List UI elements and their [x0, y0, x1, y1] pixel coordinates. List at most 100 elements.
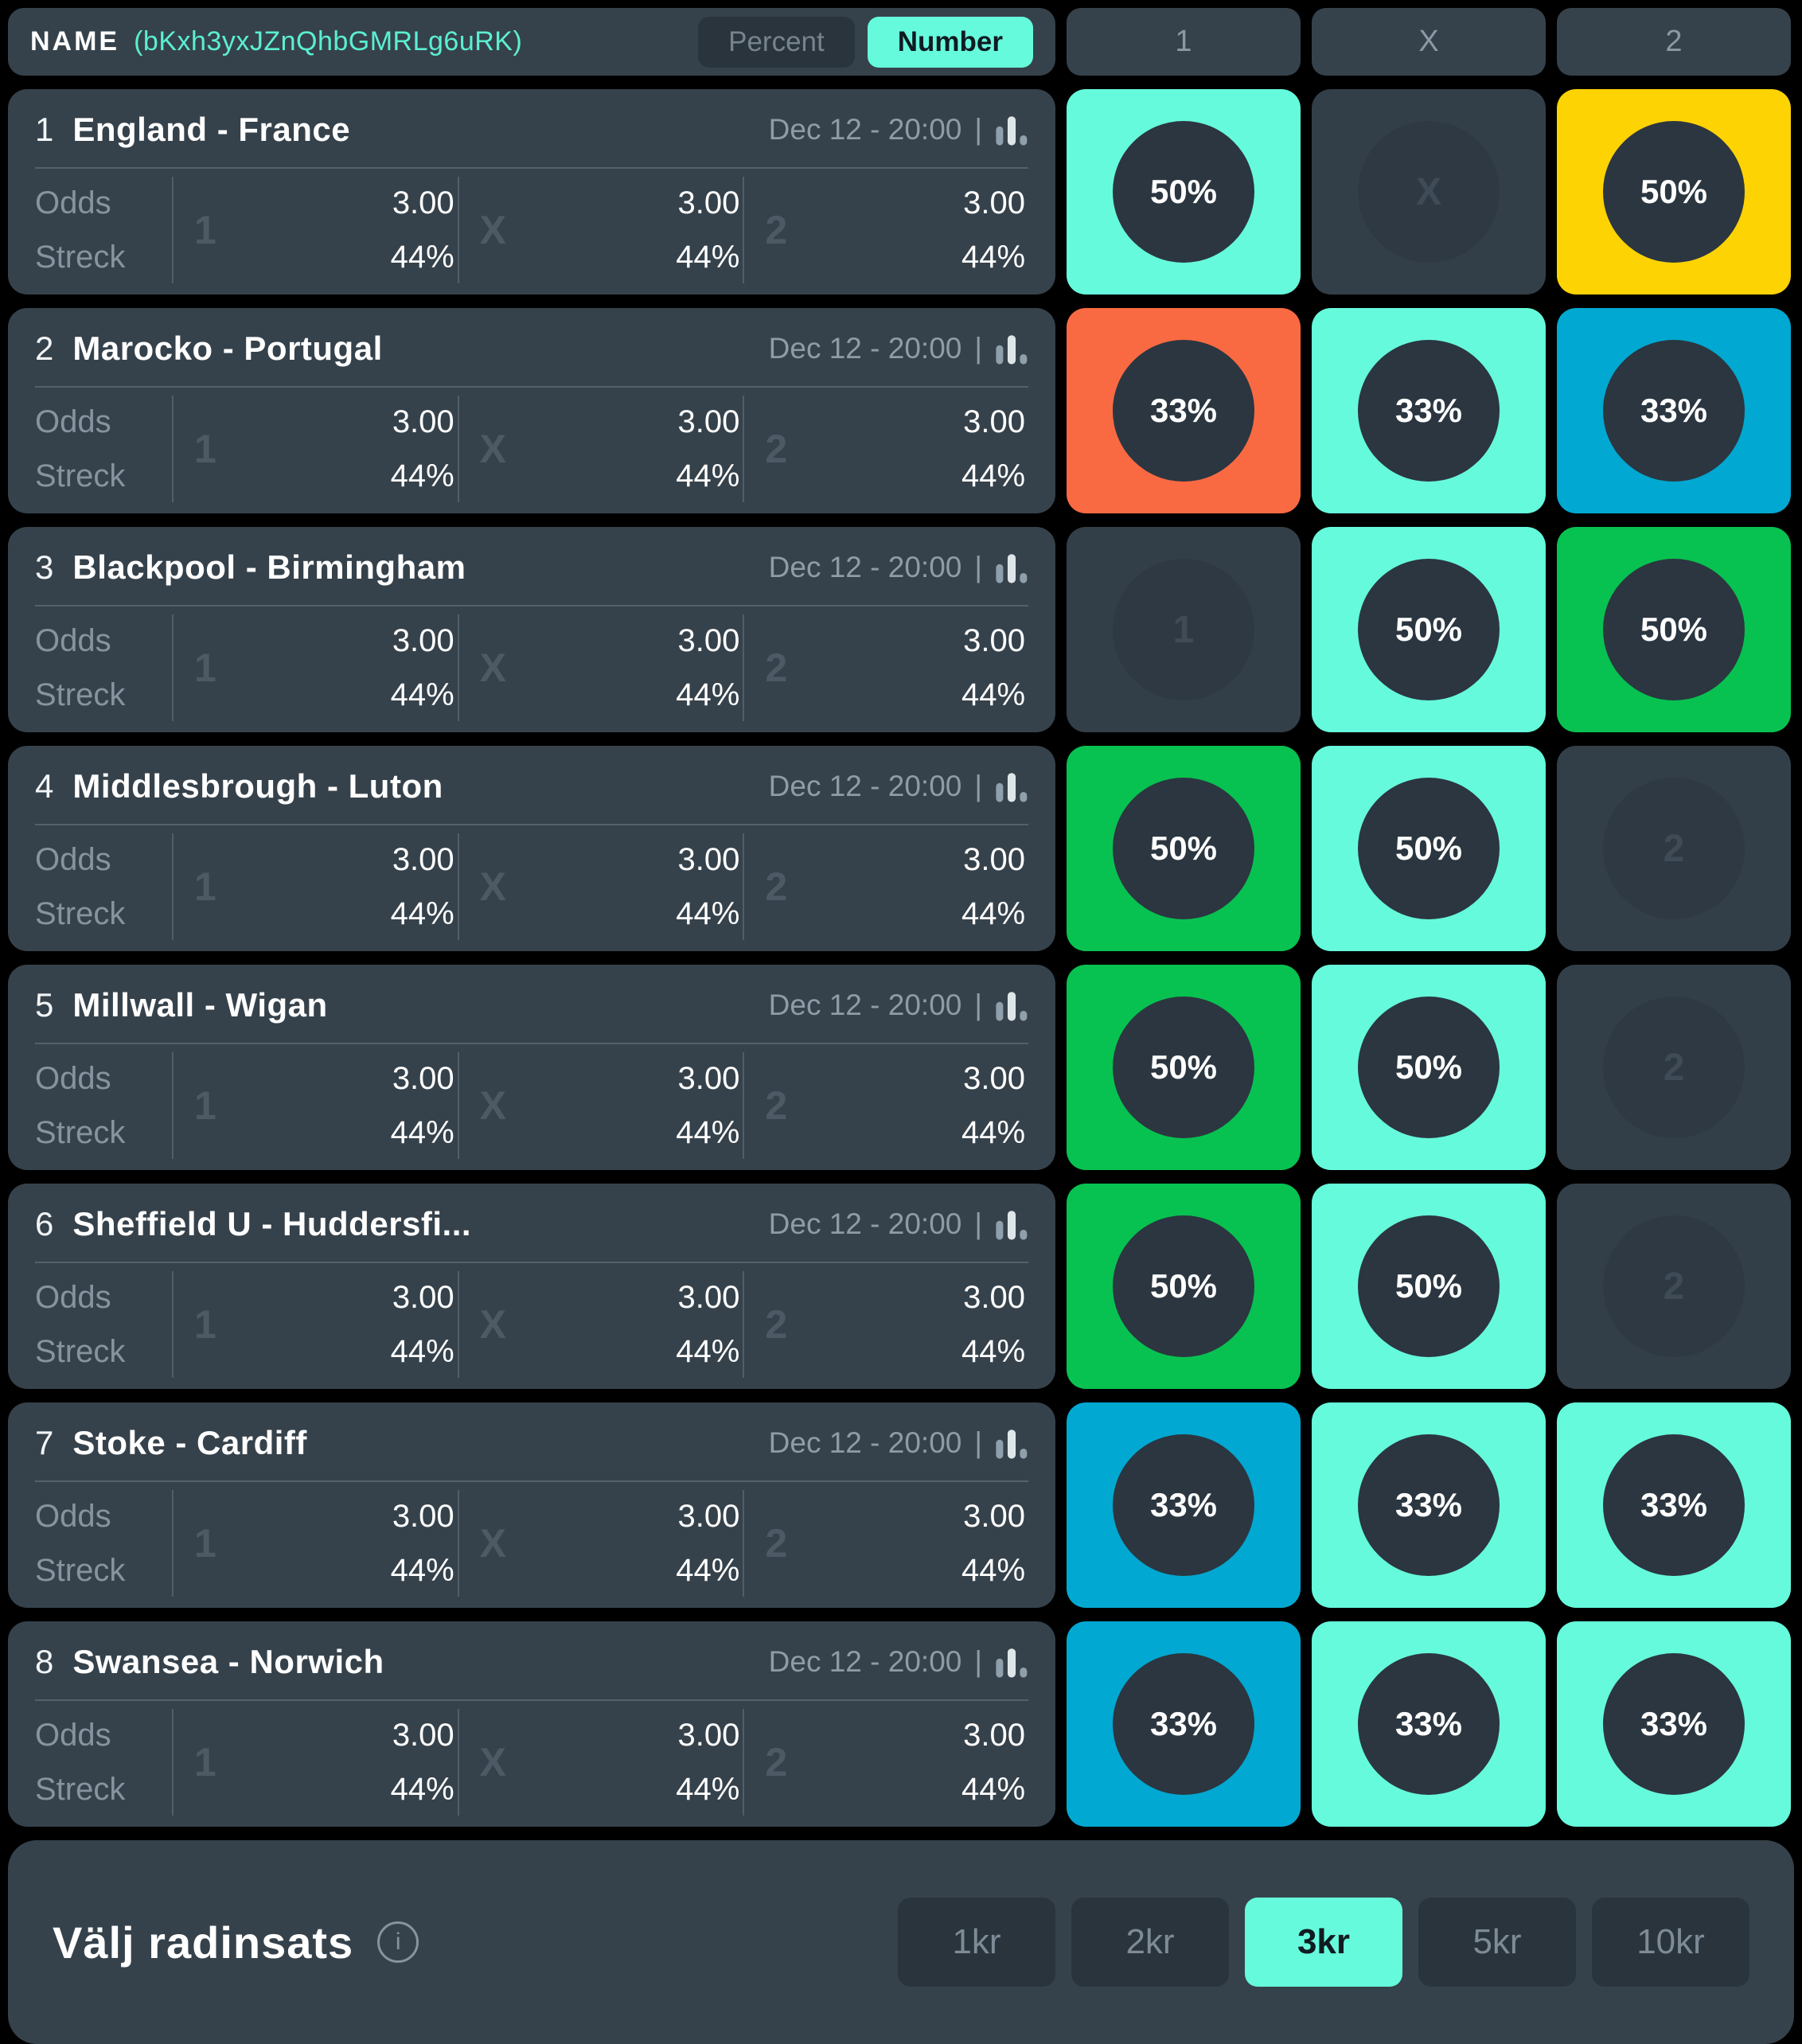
outcome-odds: 3.00 — [392, 404, 454, 439]
stats-bar-chart-icon[interactable] — [995, 1645, 1028, 1679]
stats-bar-chart-icon[interactable] — [995, 551, 1028, 584]
stats-bar-chart-icon[interactable] — [995, 770, 1028, 803]
coupon-name-label: NAME — [30, 26, 120, 57]
selection-cell[interactable]: 33% — [1312, 1621, 1546, 1827]
match-number: 2 — [35, 330, 54, 367]
selection-value: 33% — [1394, 1486, 1463, 1523]
odds-row-labels: Odds Streck — [35, 1273, 172, 1376]
odds-row-label: Odds — [35, 623, 111, 658]
selection-cell[interactable]: 50% — [1067, 1184, 1301, 1389]
selection-cell[interactable]: 33% — [1557, 1621, 1791, 1827]
column-header-1[interactable]: 1 — [1067, 8, 1301, 76]
selection-value: 2 — [1663, 827, 1685, 870]
odds-area: Odds Streck 1 3.00 44% X 3.00 44% 2 — [35, 1044, 1028, 1170]
outcome-streck: 44% — [390, 1334, 454, 1369]
selection-cell[interactable]: 50% — [1067, 965, 1301, 1170]
match-card: 5 Millwall - Wigan Dec 12 - 20:00 | Odds… — [8, 965, 1055, 1170]
selection-cell[interactable]: 50% — [1557, 89, 1791, 295]
match-number: 6 — [35, 1205, 54, 1242]
datetime-separator: | — [974, 770, 982, 802]
match-meta: Dec 12 - 20:00 | — [769, 1645, 1028, 1679]
odds-row-label: Odds — [35, 1280, 111, 1315]
match-number: 3 — [35, 548, 54, 586]
match-meta: Dec 12 - 20:00 | — [769, 989, 1028, 1022]
match-title-row: 3 Blackpool - Birmingham Dec 12 - 20:00 … — [35, 530, 1028, 605]
match-title-row: 4 Middlesbrough - Luton Dec 12 - 20:00 | — [35, 749, 1028, 824]
toggle-number[interactable]: Number — [867, 16, 1033, 68]
outcome-odds: 3.00 — [677, 185, 740, 220]
match-number: 1 — [35, 111, 54, 148]
selection-cell[interactable]: 33% — [1312, 308, 1546, 513]
column-header-x[interactable]: X — [1312, 8, 1546, 76]
outcome-sign: 2 — [765, 427, 788, 471]
outcome-streck: 44% — [961, 896, 1026, 931]
selection-cell[interactable]: 33% — [1067, 1621, 1301, 1827]
stake-button-3kr[interactable]: 3kr — [1245, 1898, 1402, 1987]
selection-cell[interactable]: 50% — [1557, 527, 1791, 732]
selection-cell[interactable]: X — [1312, 89, 1546, 295]
selection-cell[interactable]: 1 — [1067, 527, 1301, 732]
outcome-subcol: 1 3.00 44% — [172, 1709, 458, 1816]
info-icon[interactable]: i — [377, 1921, 419, 1963]
match-card: 8 Swansea - Norwich Dec 12 - 20:00 | Odd… — [8, 1621, 1055, 1827]
outcome-streck: 44% — [961, 1334, 1026, 1369]
stats-bar-chart-icon[interactable] — [995, 332, 1028, 365]
match-name: Swansea - Norwich — [72, 1643, 384, 1680]
selection-cell[interactable]: 33% — [1067, 1402, 1301, 1608]
outcome-subcol: X 3.00 44% — [457, 1052, 743, 1159]
datetime-separator: | — [974, 1645, 982, 1678]
selection-cell[interactable]: 2 — [1557, 965, 1791, 1170]
stake-button-2kr[interactable]: 2kr — [1071, 1898, 1229, 1987]
selection-disc: 50% — [1113, 121, 1254, 263]
match-meta: Dec 12 - 20:00 | — [769, 770, 1028, 803]
outcome-subcol: 1 3.00 44% — [172, 614, 458, 721]
stake-button-5kr[interactable]: 5kr — [1418, 1898, 1576, 1987]
selection-cell[interactable]: 33% — [1557, 1402, 1791, 1608]
selection-value: 50% — [1149, 173, 1218, 210]
outcome-odds: 3.00 — [392, 1280, 454, 1315]
streck-row-label: Streck — [35, 1553, 126, 1588]
match-number: 5 — [35, 986, 54, 1024]
selection-cell[interactable]: 50% — [1312, 746, 1546, 951]
selection-cell[interactable]: 33% — [1557, 308, 1791, 513]
stake-button-10kr[interactable]: 10kr — [1592, 1898, 1749, 1987]
outcome-streck: 44% — [961, 458, 1026, 493]
toggle-percent[interactable]: Percent — [698, 16, 855, 68]
selection-cell[interactable]: 33% — [1067, 308, 1301, 513]
outcome-streck: 44% — [390, 1115, 454, 1150]
match-card: 1 England - France Dec 12 - 20:00 | Odds… — [8, 89, 1055, 295]
selection-cell[interactable]: 2 — [1557, 1184, 1791, 1389]
odds-area: Odds Streck 1 3.00 44% X 3.00 44% 2 — [35, 1701, 1028, 1827]
selection-cell[interactable]: 50% — [1067, 746, 1301, 951]
outcome-odds: 3.00 — [392, 842, 454, 877]
selection-cell[interactable]: 2 — [1557, 746, 1791, 951]
column-header-2[interactable]: 2 — [1557, 8, 1791, 76]
match-datetime: Dec 12 - 20:00 — [768, 770, 962, 802]
selection-disc: 50% — [1113, 778, 1254, 919]
match-datetime: Dec 12 - 20:00 — [768, 551, 962, 583]
match-title-row: 7 Stoke - Cardiff Dec 12 - 20:00 | — [35, 1406, 1028, 1480]
stats-bar-chart-icon[interactable] — [995, 989, 1028, 1022]
match-card: 3 Blackpool - Birmingham Dec 12 - 20:00 … — [8, 527, 1055, 732]
stake-button-1kr[interactable]: 1kr — [898, 1898, 1055, 1987]
match-number: 7 — [35, 1424, 54, 1461]
outcome-subcol: X 3.00 44% — [457, 177, 743, 283]
match-datetime: Dec 12 - 20:00 — [768, 1645, 962, 1678]
selection-disc: 50% — [1113, 997, 1254, 1138]
outcome-odds: 3.00 — [963, 404, 1026, 439]
stats-bar-chart-icon[interactable] — [995, 1207, 1028, 1241]
stats-bar-chart-icon[interactable] — [995, 1426, 1028, 1460]
selection-cell[interactable]: 50% — [1312, 965, 1546, 1170]
stats-bar-chart-icon[interactable] — [995, 113, 1028, 146]
odds-row-label: Odds — [35, 1718, 111, 1753]
selection-cell[interactable]: 50% — [1312, 527, 1546, 732]
stake-footer: Välj radinsats i 1kr 2kr 3kr 5kr 10kr — [8, 1840, 1794, 2044]
outcome-odds: 3.00 — [677, 1280, 740, 1315]
selection-cell[interactable]: 33% — [1312, 1402, 1546, 1608]
selection-value: 2 — [1663, 1046, 1685, 1089]
selection-cell[interactable]: 50% — [1312, 1184, 1546, 1389]
odds-row-labels: Odds Streck — [35, 835, 172, 938]
selection-cell[interactable]: 50% — [1067, 89, 1301, 295]
outcome-odds: 3.00 — [392, 623, 454, 658]
match-name: Marocko - Portugal — [72, 330, 383, 367]
